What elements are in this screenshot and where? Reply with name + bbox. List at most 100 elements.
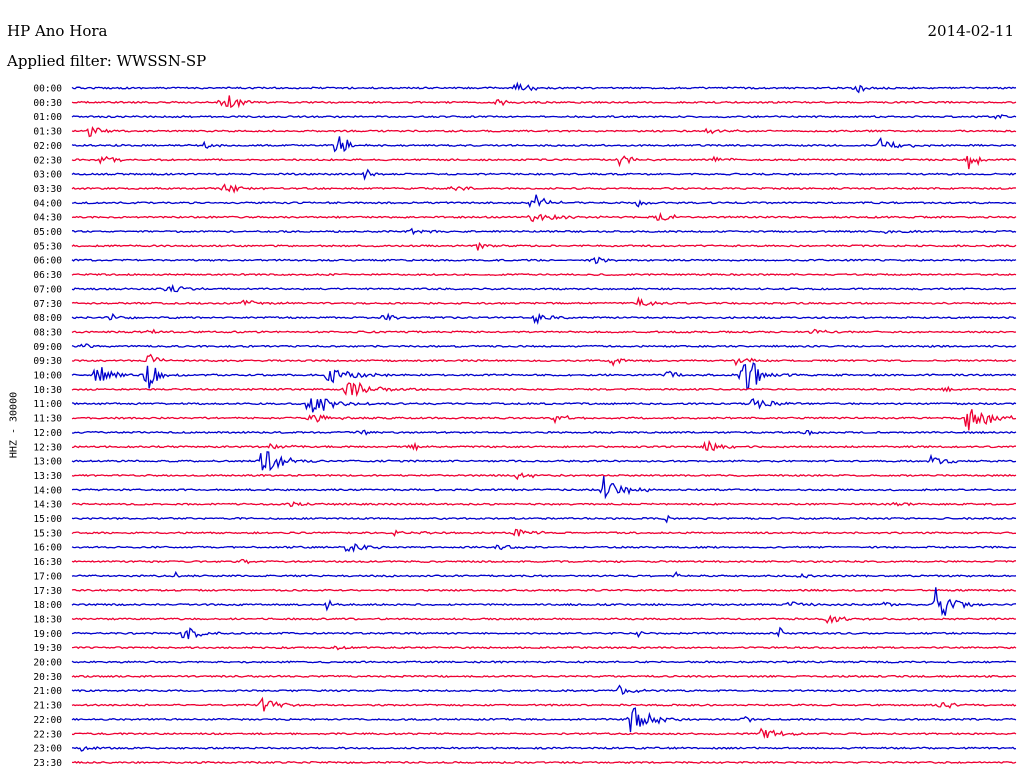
time-tick-label: 22:30: [33, 729, 62, 740]
time-tick-label: 21:30: [33, 701, 62, 712]
time-tick-label: 07:30: [33, 299, 62, 310]
time-tick-label: 06:30: [33, 270, 62, 281]
trace-line: [71, 81, 1017, 94]
time-tick-label: 20:00: [33, 658, 62, 669]
trace-line: [71, 256, 1017, 265]
trace-line: [71, 296, 1017, 308]
time-tick-label: 11:30: [33, 414, 62, 425]
trace-line: [71, 514, 1017, 524]
trace-line: [71, 241, 1017, 251]
trace-line: [71, 409, 1017, 431]
time-tick-label: 15:30: [33, 528, 62, 539]
time-tick-label: 01:30: [33, 127, 62, 138]
trace-line: [71, 272, 1017, 277]
trace-line: [71, 168, 1017, 181]
trace-line: [71, 343, 1017, 349]
trace-line: [71, 429, 1017, 437]
trace-group: [71, 81, 1017, 765]
time-tick-label: 09:00: [33, 342, 62, 353]
trace-line: [71, 501, 1016, 508]
trace-line: [71, 626, 1017, 640]
time-tick-label: 09:30: [33, 356, 62, 367]
time-tick-label: 14:30: [33, 500, 62, 511]
trace-line: [71, 707, 1017, 732]
time-tick-label: 08:00: [33, 313, 62, 324]
trace-line: [71, 183, 1017, 194]
time-tick-label: 06:00: [33, 256, 62, 267]
time-tick-label: 00:00: [33, 84, 62, 95]
time-tick-label: 12:30: [33, 442, 62, 453]
trace-line: [71, 587, 1017, 617]
time-tick-label: 17:00: [33, 571, 62, 582]
time-tick-label: 02:30: [33, 155, 62, 166]
trace-line: [71, 674, 1017, 678]
time-tick-label: 10:00: [33, 371, 62, 382]
time-tick-label: 04:30: [33, 213, 62, 224]
time-tick-label: 12:00: [33, 428, 62, 439]
time-tick-label: 08:30: [33, 327, 62, 338]
trace-line: [71, 283, 1017, 293]
trace-line: [71, 398, 1017, 413]
time-tick-label: 05:30: [33, 241, 62, 252]
trace-line: [71, 645, 1017, 651]
trace-line: [71, 353, 1017, 367]
time-tick-label: 23:30: [33, 758, 62, 769]
trace-line: [71, 684, 1017, 695]
time-tick-label: 14:00: [33, 485, 62, 496]
trace-line: [71, 439, 1017, 452]
time-tick-label: 16:00: [33, 543, 62, 554]
trace-line: [71, 760, 1017, 765]
time-tick-label: 01:00: [33, 112, 62, 123]
time-tick-label: 15:00: [33, 514, 62, 525]
time-tick-label: 22:00: [33, 715, 62, 726]
time-tick-label: 20:30: [33, 672, 62, 683]
trace-line: [71, 211, 1017, 223]
time-tick-label: 11:00: [33, 399, 62, 410]
trace-line: [71, 570, 1017, 579]
time-tick-label: 03:00: [33, 170, 62, 181]
trace-line: [71, 745, 1017, 752]
time-tick-label: 07:00: [33, 284, 62, 295]
trace-line: [71, 155, 1017, 170]
time-tick-label: 17:30: [33, 586, 62, 597]
time-tick-label: 19:00: [33, 629, 62, 640]
time-tick-label: 23:00: [33, 744, 62, 755]
trace-line: [71, 362, 1017, 391]
time-tick-label: 13:00: [33, 457, 62, 468]
trace-line: [71, 727, 1017, 739]
time-tick-label: 18:30: [33, 614, 62, 625]
trace-line: [71, 528, 1016, 537]
time-tick-label: 21:00: [33, 686, 62, 697]
trace-line: [71, 114, 1017, 120]
time-tick-label: 13:30: [33, 471, 62, 482]
trace-line: [71, 614, 1017, 625]
time-tick-labels: 00:00 00:30 01:00 01:30 02:00 02:30 03:00 03:30…: [33, 84, 62, 769]
trace-line: [71, 136, 1017, 153]
time-tick-label: 19:30: [33, 643, 62, 654]
trace-line: [71, 381, 1017, 398]
trace-line: [71, 696, 1017, 712]
time-tick-label: 05:00: [33, 227, 62, 238]
record-date: 2014-02-11: [927, 22, 1014, 40]
trace-line: [71, 472, 1017, 481]
filter-label: Applied filter: WWSSN-SP: [7, 52, 207, 70]
station-title: HP Ano Hora: [7, 22, 108, 40]
trace-line: [71, 328, 1017, 334]
trace-line: [71, 312, 1017, 325]
time-tick-label: 16:30: [33, 557, 62, 568]
trace-line: [71, 476, 1017, 500]
trace-line: [71, 227, 1017, 236]
trace-line: [71, 194, 1017, 209]
time-tick-label: 02:00: [33, 141, 62, 152]
time-tick-label: 03:30: [33, 184, 62, 195]
time-tick-label: 00:30: [33, 98, 62, 109]
time-tick-label: 10:30: [33, 385, 62, 396]
time-tick-label: 04:00: [33, 198, 62, 209]
trace-line: [71, 660, 1017, 664]
trace-line: [71, 588, 1017, 592]
trace-line: [71, 543, 1017, 553]
time-tick-label: 18:00: [33, 600, 62, 611]
trace-line: [71, 451, 1017, 472]
trace-line: [71, 95, 1017, 109]
trace-line: [71, 558, 1017, 565]
